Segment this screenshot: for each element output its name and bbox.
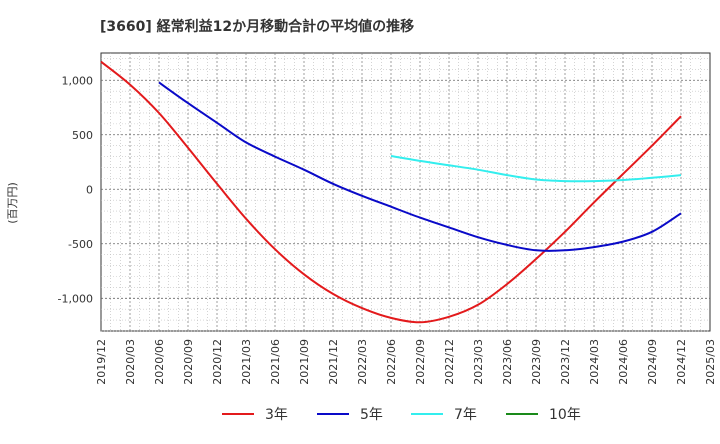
y-tick-label: 1,000 bbox=[62, 74, 94, 87]
y-tick-label: 500 bbox=[72, 129, 93, 142]
x-tick-label: 2020/12 bbox=[211, 339, 224, 385]
legend: 3年 5年 7年 10年 bbox=[222, 407, 581, 423]
x-tick-label: 2021/12 bbox=[327, 339, 340, 385]
x-tick-label: 2024/09 bbox=[646, 339, 659, 385]
series-line-2 bbox=[390, 155, 682, 183]
grid-layer bbox=[100, 52, 711, 332]
x-tick-label: 2020/09 bbox=[182, 339, 195, 385]
legend-label-2: 7年 bbox=[454, 407, 477, 423]
legend-label-0: 3年 bbox=[265, 407, 288, 423]
x-tick-label: 2020/06 bbox=[153, 339, 166, 385]
x-tick-label: 2023/06 bbox=[501, 339, 514, 385]
x-tick-label: 2021/06 bbox=[269, 339, 282, 385]
x-tick-label: 2019/12 bbox=[95, 339, 108, 385]
legend-label-3: 10年 bbox=[549, 407, 581, 423]
x-tick-label: 2025/03 bbox=[704, 339, 717, 385]
x-tick-label: 2022/09 bbox=[414, 339, 427, 385]
axis-layer: -1,000 -500 0 500 1,000 2019/12 2020/03 2020/06… bbox=[58, 74, 717, 384]
x-tick-label: 2022/06 bbox=[385, 339, 398, 385]
y-tick-label: -500 bbox=[68, 238, 93, 251]
chart-title: [3660] 経常利益12か月移動合計の平均値の推移 bbox=[100, 18, 414, 35]
y-tick-label: 0 bbox=[86, 183, 93, 196]
x-tick-label: 2021/03 bbox=[240, 339, 253, 385]
x-tick-label: 2024/03 bbox=[588, 339, 601, 385]
x-tick-label: 2024/12 bbox=[675, 339, 688, 385]
x-tick-label: 2021/09 bbox=[298, 339, 311, 385]
x-tick-label: 2024/06 bbox=[617, 339, 630, 385]
y-axis-label: (百万円) bbox=[6, 182, 19, 224]
x-tick-label: 2022/12 bbox=[443, 339, 456, 385]
plot-border bbox=[100, 52, 711, 332]
series-layer bbox=[100, 60, 682, 324]
x-tick-label: 2022/03 bbox=[356, 339, 369, 385]
y-tick-label: -1,000 bbox=[58, 292, 93, 305]
series-line-0 bbox=[100, 60, 682, 324]
series-line-1 bbox=[158, 81, 682, 252]
x-tick-label: 2023/03 bbox=[472, 339, 485, 385]
legend-label-1: 5年 bbox=[360, 407, 383, 423]
x-tick-label: 2020/03 bbox=[124, 339, 137, 385]
x-tick-label: 2023/12 bbox=[559, 339, 572, 385]
x-tick-label: 2023/09 bbox=[530, 339, 543, 385]
